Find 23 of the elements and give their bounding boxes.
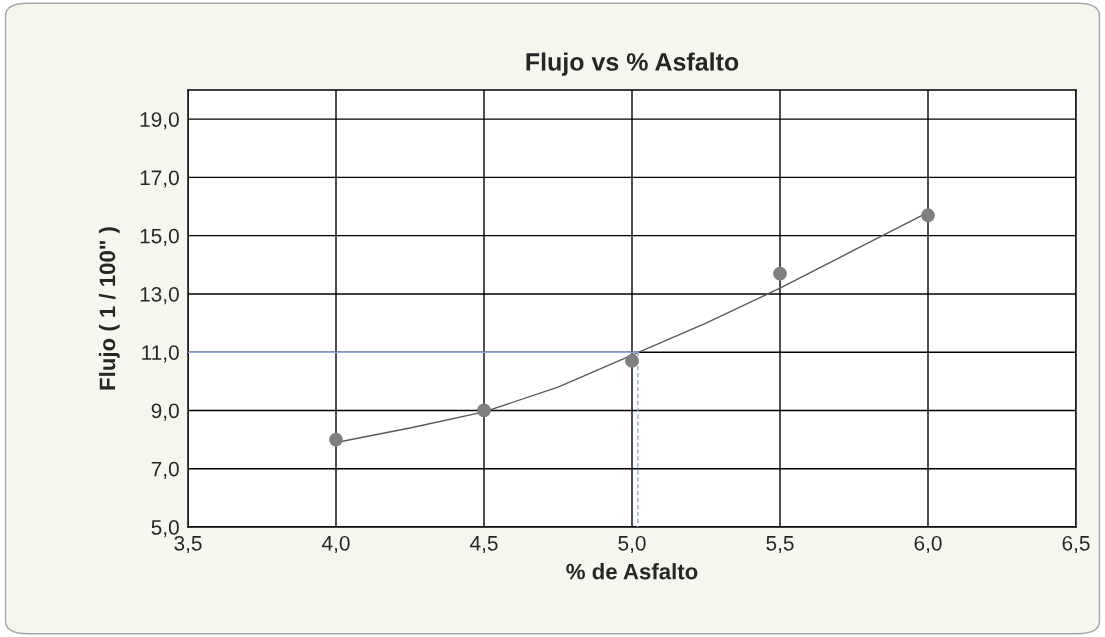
y-tick-label: 15,0 xyxy=(140,228,179,246)
y-tick-label: 13,0 xyxy=(140,286,179,305)
y-tick-label: 19,0 xyxy=(140,112,179,130)
x-tick-label: 5,5 xyxy=(766,536,794,554)
point xyxy=(477,403,491,418)
y-tick-label: 7,0 xyxy=(151,461,179,479)
y-tick-label: 11,0 xyxy=(142,345,179,363)
y-tick-label: 17,0 xyxy=(140,170,179,188)
chart-title: Flujo vs % Asfalto xyxy=(526,52,739,76)
x-tick-label: 3,5 xyxy=(174,535,202,554)
x-tick-label: 4,0 xyxy=(322,535,350,554)
point xyxy=(625,354,639,368)
x-axis-title: % de Asfalto xyxy=(566,563,698,580)
x-tick-label: 6,0 xyxy=(914,535,942,554)
y-tick-label: 9,0 xyxy=(151,403,179,421)
point xyxy=(329,432,343,447)
point xyxy=(773,266,787,281)
point xyxy=(921,208,935,223)
y-axis-title: Flujo ( 1 / 100" ) xyxy=(98,227,120,390)
x-tick-label: 4,5 xyxy=(470,536,498,554)
y-tick-label: 5,0 xyxy=(151,520,179,538)
x-tick-label: 6,5 xyxy=(1062,535,1090,554)
x-tick-label: 5,0 xyxy=(618,535,646,554)
